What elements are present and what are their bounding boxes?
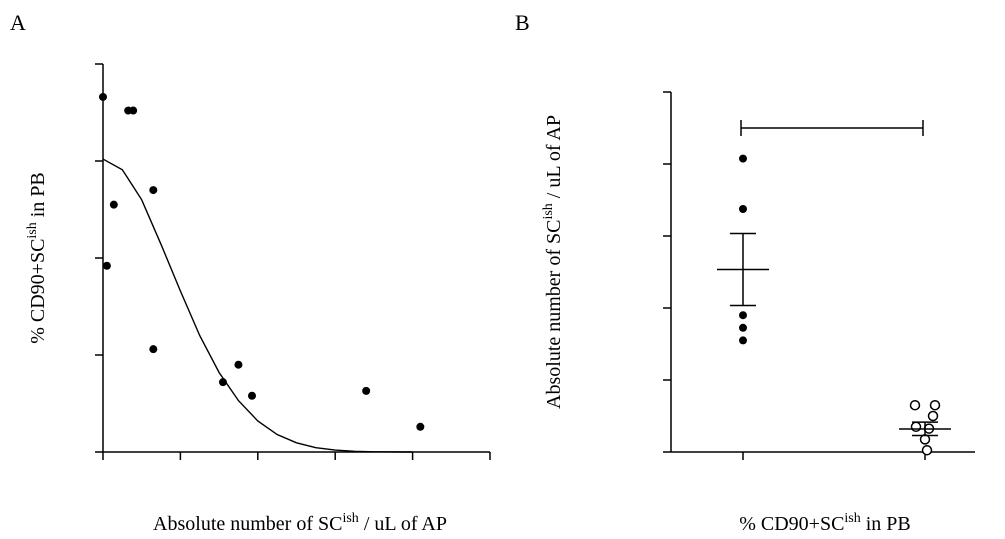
data-point-filled	[739, 336, 747, 345]
panel-b-label: B	[515, 10, 530, 35]
y-axis-title-text: Absolute number of SC	[543, 220, 565, 409]
y-axis-title-sup: ish	[541, 203, 556, 219]
data-point	[109, 200, 118, 209]
data-point	[362, 386, 371, 395]
x-axis-title: Absolute number of SCish / uL of AP	[153, 511, 447, 535]
data-point	[129, 106, 138, 115]
data-point	[102, 261, 111, 270]
panel-a-chart: Absolute number of SCish / uL of AP% CD9…	[25, 63, 491, 535]
data-point-open	[909, 399, 921, 411]
data-point-open	[919, 434, 931, 445]
y-axis-title: % CD90+SCish in PB	[25, 172, 49, 344]
x-axis-title-tail: in PB	[861, 513, 911, 535]
y-axis-title-tail: / uL of AP	[543, 115, 565, 203]
data-point	[149, 186, 158, 195]
x-axis-title-text: % CD90+SC	[739, 513, 844, 535]
y-axis-title: Absolute number of SCish / uL of AP	[541, 115, 565, 409]
data-point-open	[927, 410, 939, 422]
x-axis-title-tail: / uL of AP	[359, 513, 447, 535]
y-axis-title-text: % CD90+SC	[27, 239, 49, 344]
data-point-filled	[739, 154, 747, 163]
data-point	[218, 378, 227, 387]
y-axis-title-sup: ish	[25, 222, 40, 238]
y-axis-title-tail: in PB	[27, 172, 49, 222]
data-point	[416, 422, 425, 431]
data-point	[247, 391, 256, 400]
data-point	[234, 360, 243, 369]
data-point-filled	[739, 311, 747, 320]
fit-curve	[102, 158, 413, 453]
x-axis-title-sup: ish	[844, 511, 860, 526]
data-point-open	[921, 444, 933, 456]
data-point-filled	[739, 323, 747, 332]
data-point-open	[910, 421, 922, 433]
data-point-filled	[739, 205, 747, 213]
x-axis-title-sup: ish	[342, 511, 358, 526]
data-point-open	[929, 399, 941, 411]
data-point	[149, 345, 158, 354]
x-axis-title-text: Absolute number of SC	[153, 513, 342, 535]
data-point	[99, 92, 107, 101]
x-axis-title: % CD90+SCish in PB	[739, 511, 911, 535]
panel-a-label: A	[10, 10, 26, 35]
